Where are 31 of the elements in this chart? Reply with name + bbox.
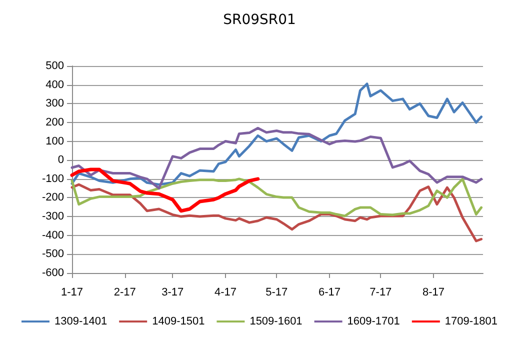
x-tick-label: 2-17 — [114, 286, 136, 298]
legend-label: 1609-1701 — [347, 316, 400, 328]
y-tick-label: -200 — [42, 192, 64, 204]
y-tick-label: -500 — [42, 248, 64, 260]
x-tick-label: 8-17 — [422, 286, 445, 298]
y-tick-label: -100 — [42, 172, 64, 185]
y-tick-label: -600 — [42, 267, 64, 279]
line-series — [70, 126, 483, 190]
legend-label: 1509-1601 — [250, 316, 302, 328]
line-series — [70, 168, 260, 213]
x-tick-label: 3-17 — [162, 286, 184, 298]
y-tick-label: 500 — [46, 60, 64, 72]
x-tick-label: 4-17 — [214, 286, 236, 298]
y-tick-label: 200 — [46, 116, 64, 128]
y-tick-label: 100 — [46, 135, 64, 148]
y-tick-label: 0 — [58, 154, 64, 166]
x-tick-label: 6-17 — [318, 286, 341, 298]
y-tick-label: 300 — [46, 98, 64, 110]
line-series — [70, 82, 483, 186]
legend-label: 1309-1401 — [54, 316, 108, 328]
x-tick-label: 7-17 — [370, 286, 392, 298]
y-tick-label: -400 — [42, 229, 64, 242]
x-tick-label: 1-17 — [60, 286, 84, 298]
line-series — [70, 183, 483, 242]
y-tick-label: 400 — [46, 78, 64, 91]
line-series — [70, 178, 483, 218]
legend-label: 1709-1801 — [444, 316, 498, 328]
y-tick-label: -300 — [42, 210, 64, 223]
x-tick-label: 5-17 — [266, 286, 288, 298]
legend-label: 1409-1501 — [152, 316, 205, 328]
chart-title: SR09SR01 — [223, 12, 296, 28]
